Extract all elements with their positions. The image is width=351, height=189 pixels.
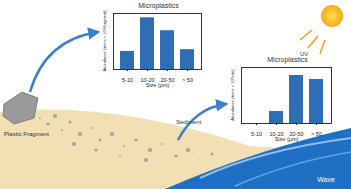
- svg-text:UV: UV: [300, 51, 309, 57]
- svg-text:Sediment: Sediment: [176, 119, 202, 125]
- svg-text:5-10: 5-10: [122, 77, 133, 83]
- svg-text:> 50: > 50: [182, 77, 193, 83]
- svg-text:Size (μm): Size (μm): [146, 82, 170, 88]
- svg-text:Abundance (items × 10³/site): Abundance (items × 10³/site): [230, 69, 235, 121]
- svg-text:20-50: 20-50: [160, 77, 175, 84]
- svg-text:20-50: 20-50: [289, 131, 304, 138]
- svg-text:10-20: 10-20: [140, 77, 155, 84]
- svg-text:> 50: > 50: [311, 131, 322, 137]
- svg-text:Plastic Fragment: Plastic Fragment: [4, 131, 49, 137]
- svg-text:5-10: 5-10: [251, 131, 262, 137]
- svg-text:Wave: Wave: [317, 176, 335, 183]
- svg-text:10-20: 10-20: [269, 131, 284, 138]
- svg-text:Size (μm): Size (μm): [275, 136, 299, 142]
- svg-text:Abundance (items × 10⁴/fragmen: Abundance (items × 10⁴/fragment): [102, 10, 107, 72]
- html-text:Microplastics: Microplastics: [138, 2, 179, 9]
- html-text:Microplastics: Microplastics: [267, 56, 308, 63]
